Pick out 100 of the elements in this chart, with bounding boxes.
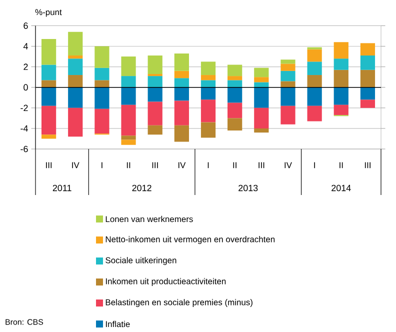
y-tick-label: 4	[23, 43, 28, 50]
bar	[41, 134, 56, 139]
y-tick-label: -6	[20, 146, 28, 152]
legend-label: Netto-inkomen uit vermogen en overdrachten	[106, 236, 275, 244]
bar	[200, 122, 216, 138]
y-tick-label: -2	[20, 104, 28, 112]
bar	[334, 70, 348, 88]
bar	[41, 106, 56, 135]
bar	[41, 39, 56, 65]
y-axis-title: %-punt	[35, 9, 62, 17]
bar	[228, 64, 242, 76]
bar	[68, 58, 83, 76]
bar	[280, 106, 296, 124]
x-tick-label: IV	[178, 162, 186, 168]
bar	[307, 106, 322, 122]
legend-label: Lonen van werknemers	[106, 216, 193, 222]
bar	[200, 87, 216, 100]
bar	[94, 68, 110, 80]
bar	[41, 87, 56, 106]
bar	[148, 102, 162, 126]
bar	[200, 80, 216, 88]
bar	[41, 64, 56, 80]
bar	[360, 87, 376, 100]
bar	[254, 87, 269, 108]
text: 2011	[52, 184, 72, 192]
legend-label: Inkomen uit productieactiviteiten	[106, 278, 226, 286]
bar	[148, 74, 162, 76]
x-tick-label: II	[233, 162, 236, 168]
bar	[121, 140, 136, 145]
bar	[94, 87, 110, 109]
legend-label: Sociale uitkeringen	[106, 257, 176, 265]
bar	[94, 80, 110, 88]
bar	[68, 55, 83, 59]
bar	[228, 76, 242, 80]
bar	[254, 77, 269, 82]
bar	[68, 32, 83, 56]
bar	[360, 55, 376, 70]
bar	[334, 58, 348, 70]
bar	[148, 87, 162, 102]
x-tick-label: II	[340, 162, 343, 168]
y-tick-label: -4	[20, 125, 28, 132]
bar	[121, 56, 136, 76]
x-tick-label: III	[152, 162, 158, 168]
bar	[360, 43, 376, 56]
bar	[174, 87, 189, 101]
bar	[228, 102, 242, 118]
bar	[254, 68, 269, 78]
bar	[254, 82, 269, 88]
bar	[307, 49, 322, 62]
x-tick-label: II	[126, 162, 130, 168]
bar	[228, 87, 242, 103]
bar	[360, 70, 376, 88]
bar	[68, 108, 83, 137]
y-tick-label: 0	[24, 84, 28, 91]
x-tick-label: III	[258, 162, 264, 168]
bar	[94, 108, 110, 134]
text: 2013	[238, 184, 258, 192]
x-tick-label: III	[46, 162, 52, 168]
x-tick-label: IV	[284, 162, 292, 168]
bar	[280, 87, 296, 106]
bar	[307, 62, 322, 76]
bar	[68, 75, 83, 88]
bar	[254, 108, 269, 128]
bar	[174, 53, 189, 71]
bar	[334, 87, 348, 105]
bar	[41, 80, 56, 88]
x-tick-label: III	[364, 162, 370, 168]
bar	[334, 42, 348, 59]
bar	[121, 87, 136, 105]
bar	[280, 64, 296, 71]
x-tick-label: I	[208, 162, 209, 168]
bar	[307, 75, 322, 88]
legend-label: Inflatie	[106, 320, 130, 328]
bar	[280, 70, 296, 82]
bar	[121, 104, 136, 136]
x-tick-label: IV	[72, 162, 80, 168]
bar	[148, 76, 162, 88]
bar	[121, 76, 136, 88]
bar	[174, 70, 189, 78]
bar	[148, 125, 162, 135]
bar	[228, 80, 242, 88]
y-tick-label: 6	[24, 22, 28, 29]
bar	[360, 100, 376, 108]
y-tick-label: 2	[24, 64, 28, 70]
bar	[94, 46, 110, 68]
bar	[228, 118, 242, 131]
text: 2014	[332, 184, 351, 192]
bar	[200, 100, 216, 122]
bar	[280, 81, 296, 88]
bar	[200, 75, 216, 80]
x-tick-label: I	[314, 162, 315, 168]
legend-label: Belastingen en sociale premies (minus)	[106, 299, 252, 307]
bar	[121, 136, 136, 140]
bar	[148, 55, 162, 74]
bar	[280, 60, 296, 64]
bar	[334, 104, 348, 116]
bar	[174, 100, 189, 126]
text: 2012	[132, 184, 152, 192]
bar	[174, 78, 189, 88]
bar	[68, 87, 83, 108]
